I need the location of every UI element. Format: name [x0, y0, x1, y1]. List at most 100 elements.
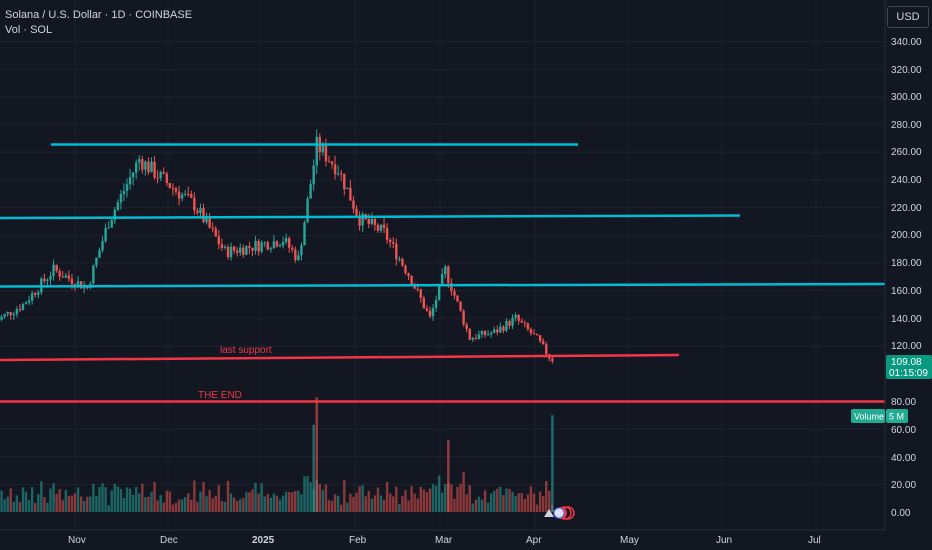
- candle-body: [413, 285, 416, 289]
- news-icon[interactable]: [553, 507, 565, 519]
- candle-body: [18, 309, 22, 311]
- time-axis[interactable]: Nov Dec 2025 Feb Mar Apr May Jun Jul: [0, 529, 932, 550]
- candle-body: [49, 276, 52, 280]
- candle-body: [379, 224, 383, 231]
- volume-bar: [297, 490, 300, 512]
- support-line-cyan[interactable]: [0, 282, 886, 288]
- volume-bar: [0, 490, 3, 512]
- volume-bar: [196, 501, 199, 512]
- chart-legend[interactable]: Solana / U.S. Dollar · 1D · COINBASE Vol…: [5, 8, 192, 38]
- price-axis[interactable]: 340.00 320.00 300.00 280.00 260.00 240.0…: [851, 0, 932, 530]
- time-tick: Jun: [716, 535, 732, 546]
- candle-body: [162, 171, 165, 174]
- candle-body: [321, 145, 325, 153]
- candle-body: [245, 245, 248, 255]
- volume-bar: [248, 492, 251, 512]
- candle-body: [373, 218, 377, 225]
- volume-bar: [437, 475, 441, 512]
- candle-body: [398, 258, 401, 260]
- volume-bar: [187, 493, 190, 512]
- candle-body: [551, 358, 554, 362]
- candle-body: [55, 264, 58, 271]
- last-support-line[interactable]: [0, 353, 680, 362]
- volume-bar: [410, 485, 413, 512]
- volume-bar: [462, 472, 465, 512]
- volume-bar: [61, 500, 64, 512]
- volume-bar: [444, 484, 447, 512]
- volume-bar: [361, 485, 364, 512]
- volume-bar: [535, 504, 539, 512]
- volume-bar: [505, 488, 508, 512]
- volume-bar: [456, 486, 459, 512]
- candle-body: [367, 219, 370, 224]
- volume-bar: [217, 484, 221, 512]
- volume-bar: [64, 489, 68, 512]
- volume-bar: [514, 496, 517, 512]
- volume-bar: [545, 481, 548, 512]
- volume-bar: [388, 493, 392, 512]
- volume-bar: [541, 496, 545, 512]
- price-tick: 260.00: [891, 147, 922, 158]
- volume-bar: [548, 490, 551, 512]
- candle-body: [107, 227, 110, 229]
- volume-bar: [336, 495, 340, 512]
- volume-bar: [177, 499, 181, 512]
- candle-body: [388, 239, 392, 243]
- volume-bar: [193, 480, 196, 512]
- resistance-line-mid[interactable]: [0, 214, 741, 220]
- volume-bar: [352, 496, 355, 512]
- volume-bar: [21, 487, 25, 512]
- candle-body: [502, 326, 505, 331]
- candle-body: [330, 161, 334, 165]
- volume-bar: [355, 492, 358, 512]
- candle-body: [70, 278, 74, 285]
- candle-body: [153, 161, 156, 178]
- candle-body: [441, 274, 444, 285]
- volume-bar: [138, 493, 141, 512]
- volume-indicator-label[interactable]: Vol · SOL: [5, 24, 53, 36]
- volume-bar: [404, 490, 407, 512]
- symbol-title[interactable]: Solana / U.S. Dollar · 1D · COINBASE: [5, 9, 193, 21]
- price-tick: 340.00: [891, 37, 922, 48]
- candle-body: [382, 224, 386, 228]
- candle-body: [291, 247, 294, 250]
- volume-bar: [459, 483, 462, 512]
- currency-button[interactable]: USD: [887, 6, 929, 28]
- volume-bar: [379, 495, 383, 512]
- volume-bar: [318, 483, 321, 512]
- volume-bar: [398, 504, 401, 512]
- price-tick: 80.00: [891, 397, 916, 408]
- volume-bar: [502, 495, 505, 512]
- the-end-label: THE END: [198, 390, 242, 401]
- candle-body: [248, 245, 251, 248]
- volume-bar: [486, 502, 490, 512]
- candle-body: [95, 257, 98, 266]
- volume-bar: [107, 505, 110, 512]
- candle-body: [520, 320, 523, 323]
- event-markers[interactable]: [544, 506, 575, 520]
- time-tick: Mar: [435, 535, 453, 546]
- volume-bar: [113, 483, 116, 512]
- candle-body: [425, 308, 429, 311]
- candle-body: [266, 242, 269, 250]
- volume-bar: [413, 493, 416, 512]
- candle-body: [306, 198, 309, 223]
- candle-body: [21, 304, 25, 310]
- candle-body: [27, 300, 31, 303]
- earnings-flag-icon[interactable]: [544, 509, 554, 517]
- volume-bar: [346, 502, 349, 512]
- volume-bar: [453, 498, 456, 512]
- candle-body: [3, 314, 6, 317]
- volume-bar: [6, 496, 9, 512]
- candle-body: [79, 281, 83, 289]
- candle-body: [431, 307, 435, 317]
- volume-bar: [52, 483, 55, 512]
- candle-body: [486, 334, 490, 336]
- candle-body: [309, 184, 312, 199]
- volume-bar: [55, 493, 58, 512]
- volume-value-tag: [886, 409, 908, 423]
- horizontal-levels[interactable]: last support THE END: [0, 143, 886, 403]
- volume-bar: [416, 498, 419, 512]
- volume-bar: [312, 424, 315, 512]
